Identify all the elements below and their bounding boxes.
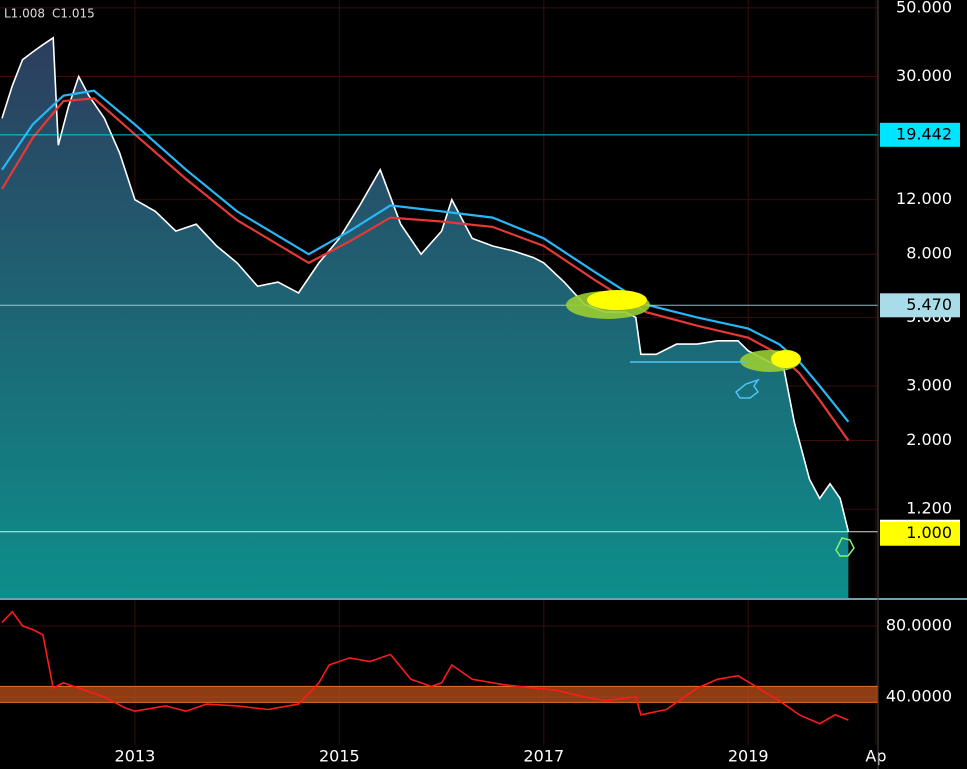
price-label: 5.470 <box>906 295 952 314</box>
series-line <box>1 97 850 442</box>
ohlc-close: C1.015 <box>52 7 95 21</box>
annotation-highlight <box>771 350 801 368</box>
band <box>0 686 878 703</box>
price-label: 19.442 <box>896 124 952 143</box>
price-label-bg <box>880 122 960 147</box>
x-tick-label: 2015 <box>319 747 360 766</box>
y-tick-label: 3.000 <box>906 376 952 395</box>
series-line <box>1 610 849 725</box>
price-area <box>0 37 849 599</box>
annotation-highlight <box>587 290 647 310</box>
y-tick-label: 30.000 <box>896 66 952 85</box>
hand-icon <box>835 537 855 557</box>
x-tick-label: 2019 <box>728 747 769 766</box>
y-tick-label: 8.000 <box>906 244 952 263</box>
y-tick-label: 80.0000 <box>886 615 952 634</box>
price-label-bg <box>880 521 960 546</box>
y-tick-label: 40.0000 <box>886 687 952 706</box>
y-tick-label: 1.200 <box>906 499 952 518</box>
x-tick-label: 2017 <box>523 747 564 766</box>
y-tick-label: 50.000 <box>896 0 952 16</box>
hand-icon <box>734 378 760 399</box>
x-tick-label: 2013 <box>115 747 156 766</box>
y-tick-label: 2.000 <box>906 430 952 449</box>
y-tick-label: 12.000 <box>896 189 952 208</box>
price-label-bg <box>880 293 960 318</box>
price-label: 1.000 <box>906 523 952 542</box>
x-tick-label: Ap <box>865 747 886 766</box>
series-line <box>1 89 850 423</box>
ohlc-low: L1.008 <box>4 7 45 21</box>
